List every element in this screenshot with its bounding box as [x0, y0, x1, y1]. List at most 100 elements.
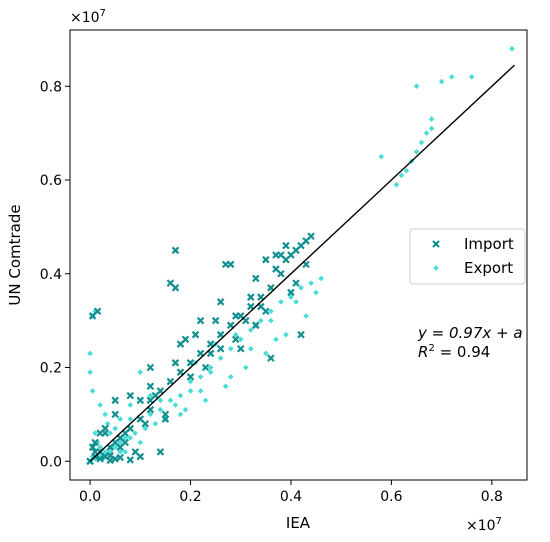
y-axis-ticks: 0.0 0.2 0.4 0.6 0.8 — [40, 79, 70, 470]
export-point — [127, 416, 134, 422]
export-point — [207, 369, 214, 375]
export-point — [197, 374, 204, 380]
export-point — [278, 299, 284, 305]
import-point — [252, 274, 260, 283]
export-point — [97, 444, 103, 450]
import-point — [116, 453, 124, 462]
export-point — [247, 327, 254, 333]
export-point — [413, 83, 420, 90]
y-tick-label: 0.4 — [40, 267, 62, 283]
x-tick-label: 0.6 — [380, 489, 402, 505]
import-point — [247, 293, 255, 301]
export-point — [258, 317, 264, 324]
import-point — [171, 246, 180, 255]
export-point — [172, 402, 179, 408]
import-point — [216, 344, 225, 353]
import-point — [161, 410, 170, 419]
export-point — [418, 139, 425, 146]
import-point — [93, 307, 102, 316]
export-point — [152, 420, 159, 427]
export-point — [197, 388, 204, 394]
y-axis-multiplier: ×107 — [70, 8, 106, 26]
export-point — [202, 397, 209, 404]
export-point — [308, 280, 314, 286]
export-point — [217, 355, 224, 361]
import-point — [126, 391, 135, 400]
import-point — [131, 448, 140, 456]
export-point — [273, 336, 279, 343]
export-point — [283, 331, 289, 338]
export-point — [157, 397, 164, 404]
fit-equation: y = 0.97x + a — [417, 324, 523, 342]
export-point — [207, 364, 214, 371]
y-tick-label: 0.8 — [40, 79, 62, 95]
export-point — [318, 275, 324, 282]
export-point — [398, 172, 405, 179]
export-point — [303, 313, 309, 319]
export-point — [227, 374, 234, 380]
import-point — [96, 455, 104, 463]
import-point — [181, 335, 190, 344]
export-point — [117, 416, 124, 422]
export-point — [104, 420, 111, 427]
export-point — [378, 153, 385, 160]
y-axis-label: UN Comtrade — [6, 204, 24, 305]
export-point — [403, 167, 410, 174]
import-point — [252, 321, 260, 330]
import-point — [171, 284, 180, 292]
export-point — [87, 350, 93, 357]
export-point — [137, 369, 144, 375]
export-point — [448, 74, 455, 80]
export-point — [268, 308, 274, 315]
export-point — [468, 74, 475, 80]
export-point — [147, 392, 154, 399]
fit-line — [89, 64, 515, 462]
import-point — [292, 246, 300, 255]
import-point — [226, 260, 235, 269]
import-point — [216, 298, 225, 306]
x-axis-multiplier: ×107 — [466, 516, 502, 534]
import-point — [201, 363, 210, 372]
export-point — [122, 449, 129, 455]
import-point — [287, 288, 295, 297]
x-axis-ticks: 0.0 0.2 0.4 0.6 0.8 — [79, 480, 503, 505]
legend-import-symbol — [432, 240, 440, 248]
import-point — [262, 255, 270, 264]
import-point — [136, 396, 145, 405]
y-tick-label: 0.2 — [40, 361, 62, 377]
export-point — [157, 406, 164, 413]
import-point — [101, 424, 109, 433]
export-point — [237, 336, 244, 343]
import-point — [282, 241, 290, 250]
import-point — [231, 312, 240, 320]
y-tick-label: 0.0 — [40, 454, 62, 470]
import-point — [231, 335, 240, 344]
export-point — [428, 125, 435, 132]
plot-frame — [69, 29, 528, 481]
import-point — [292, 279, 300, 287]
import-point — [191, 330, 200, 339]
export-point — [122, 435, 129, 441]
legend-import-label: Import — [464, 235, 514, 253]
export-point — [107, 430, 113, 436]
export-point — [393, 181, 400, 188]
export-point — [127, 435, 134, 441]
import-point — [91, 438, 99, 447]
export-point — [268, 317, 274, 324]
x-tick-label: 0.4 — [280, 489, 302, 505]
export-point — [298, 285, 304, 291]
import-point — [121, 438, 130, 447]
legend-export-symbol — [433, 265, 439, 271]
export-point — [132, 430, 139, 436]
export-point — [97, 402, 103, 408]
export-point — [147, 411, 154, 418]
legend-export-label: Export — [464, 259, 513, 277]
export-point — [89, 388, 96, 394]
export-point — [288, 294, 294, 300]
export-point — [137, 439, 144, 446]
x-axis-label: IEA — [286, 514, 311, 532]
import-point — [272, 265, 280, 273]
legend-import-marker — [432, 240, 440, 248]
export-point — [127, 402, 134, 408]
